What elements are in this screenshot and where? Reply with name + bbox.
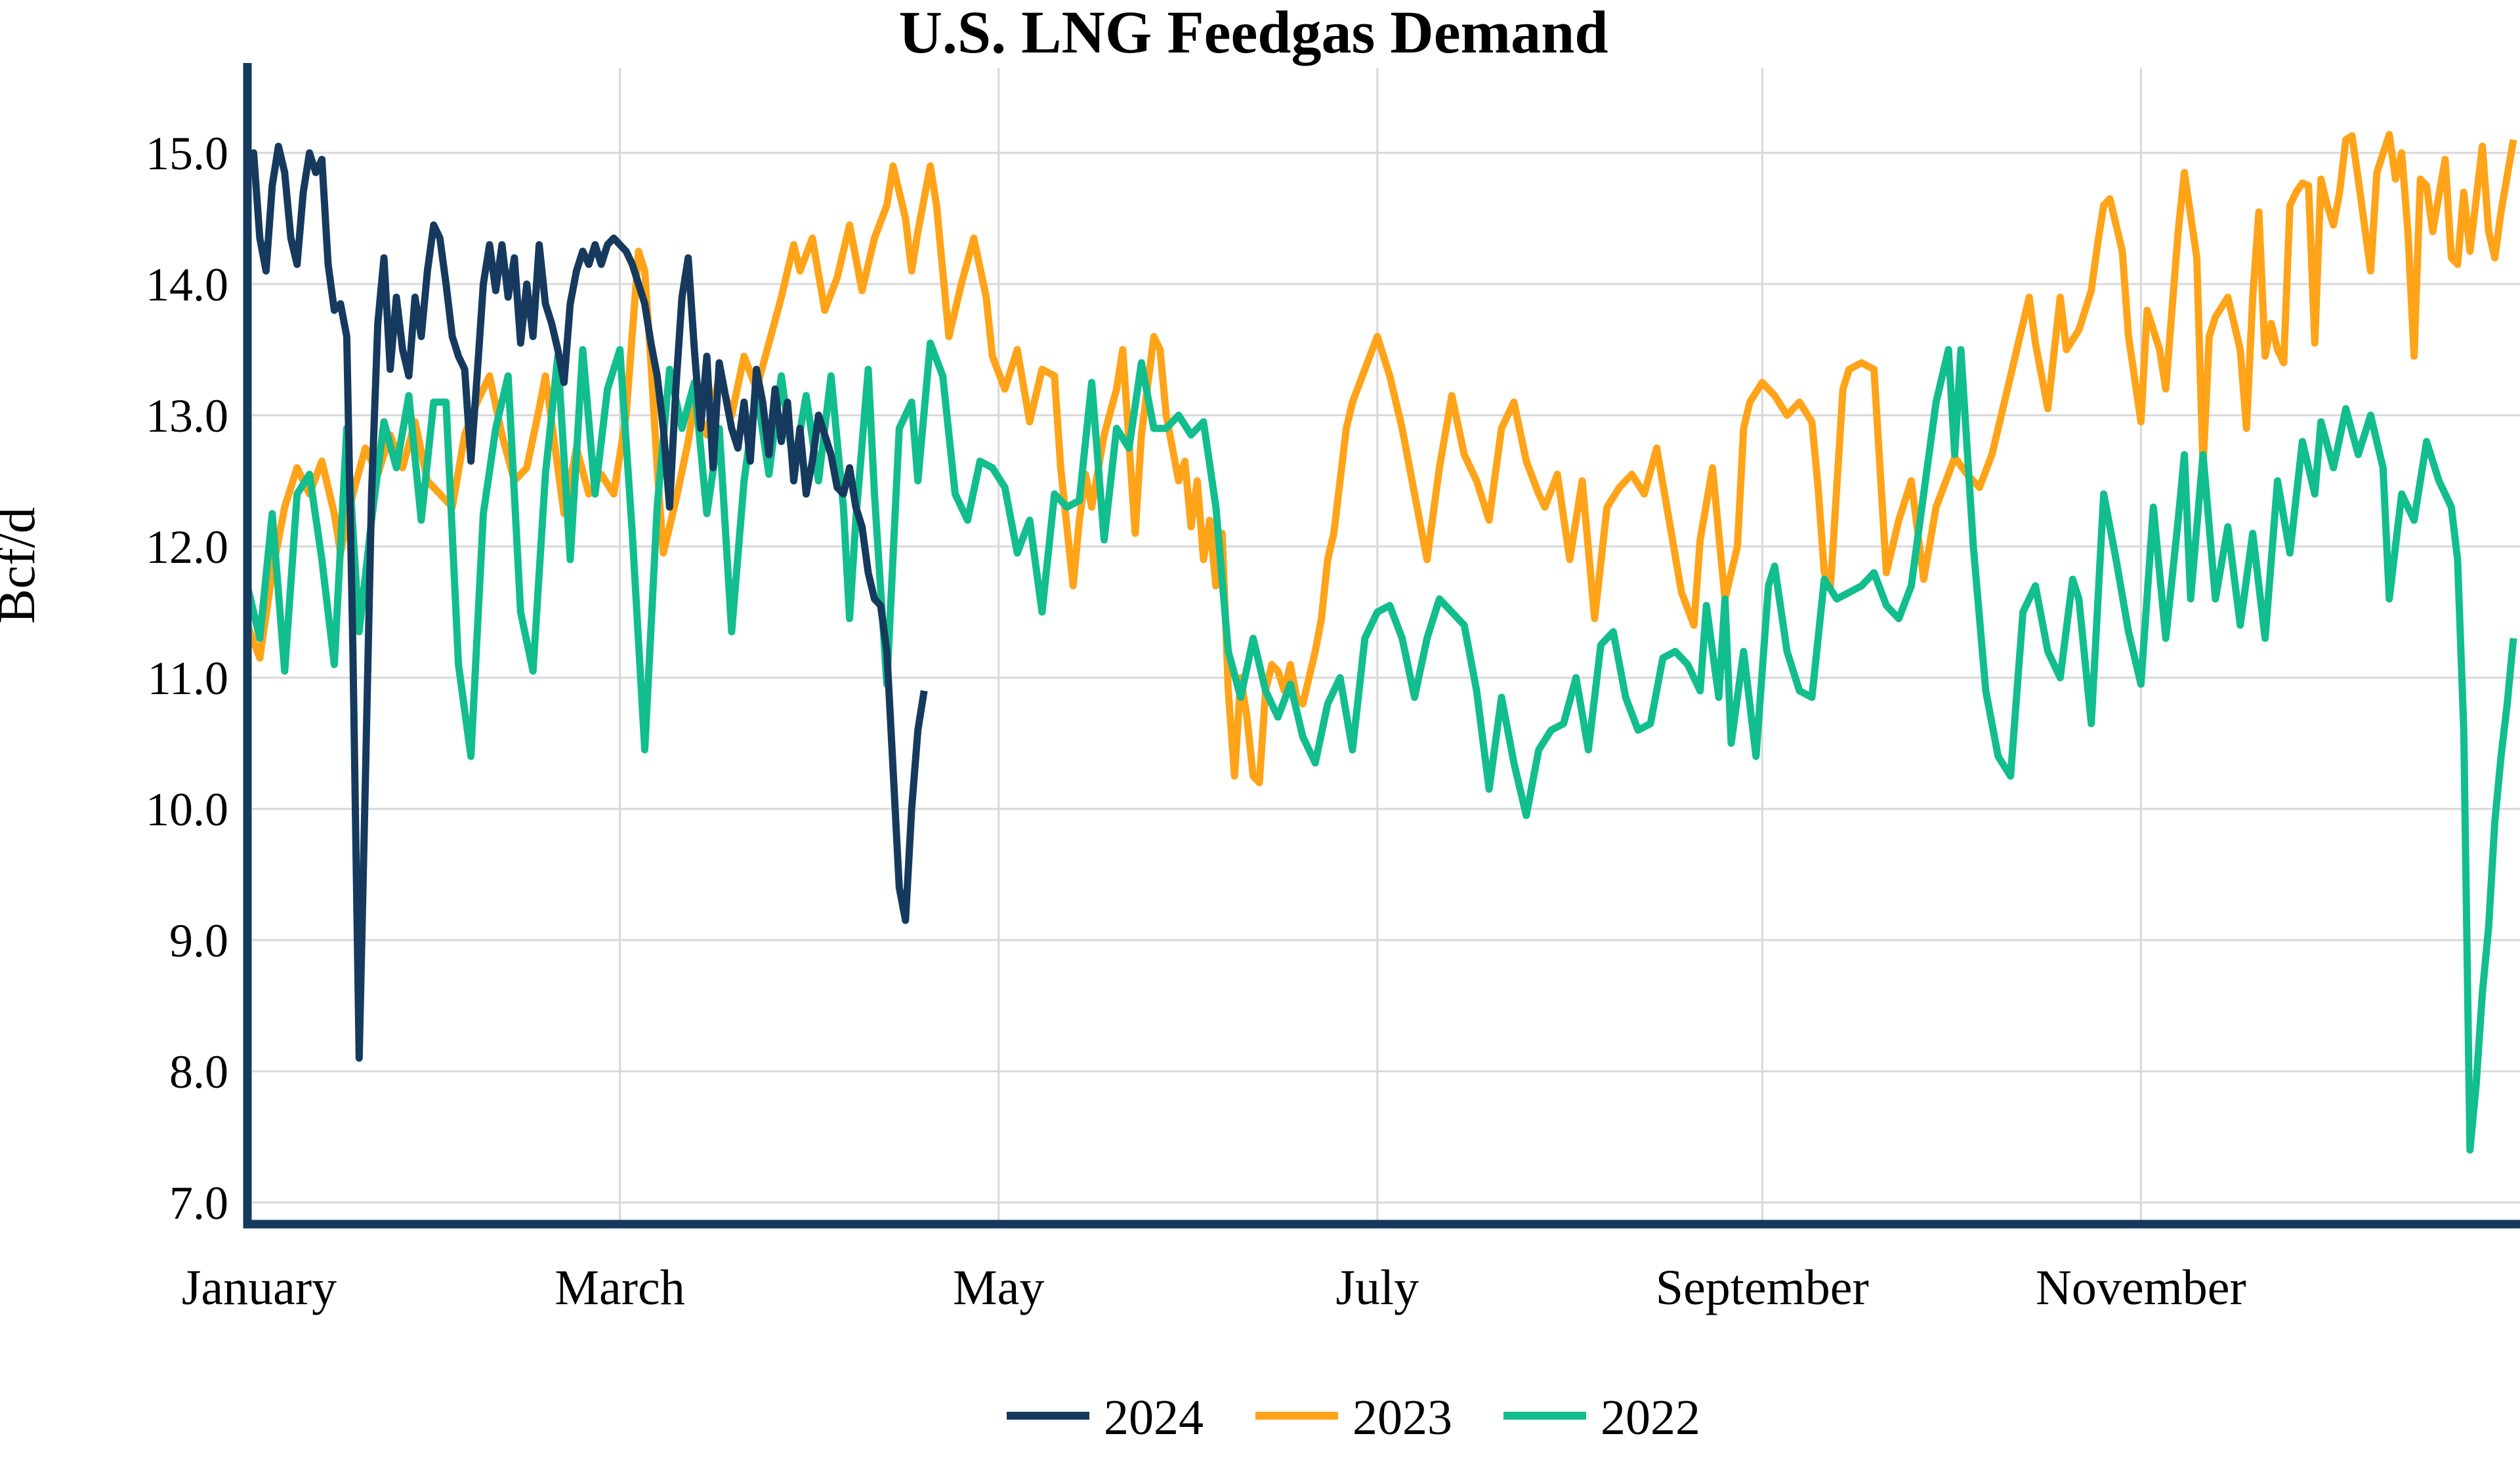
series-line-2023 xyxy=(243,131,2517,787)
x-tick-label-may: May xyxy=(953,1260,1044,1315)
legend: 2024 2023 2022 xyxy=(1007,1390,1700,1445)
series-lines xyxy=(243,131,2517,1154)
y-tick-label-15.0: 15.0 xyxy=(146,127,228,180)
x-tick-labels: January March May July September November xyxy=(182,1260,2246,1315)
y-tick-labels: 7.0 8.0 9.0 10.0 11.0 12.0 13.0 14.0 15.0 xyxy=(146,127,228,1229)
x-tick-label-november: November xyxy=(2036,1260,2246,1315)
grid xyxy=(247,68,2520,1224)
y-tick-label-9.0: 9.0 xyxy=(169,915,228,967)
x-tick-label-september: September xyxy=(1656,1260,1869,1315)
legend-label-2022: 2022 xyxy=(1601,1390,1700,1445)
y-tick-label-7.0: 7.0 xyxy=(169,1177,228,1229)
x-tick-label-march: March xyxy=(555,1260,684,1315)
y-tick-label-11.0: 11.0 xyxy=(148,652,228,705)
axes-spines xyxy=(243,63,2520,1229)
y-tick-label-10.0: 10.0 xyxy=(146,783,228,836)
y-tick-label-8.0: 8.0 xyxy=(169,1046,228,1098)
x-tick-label-july: July xyxy=(1335,1260,1419,1315)
y-axis-label: Bcf/d xyxy=(0,507,46,624)
y-tick-label-13.0: 13.0 xyxy=(146,390,228,442)
legend-label-2024: 2024 xyxy=(1104,1390,1204,1445)
y-tick-label-12.0: 12.0 xyxy=(146,521,228,573)
x-tick-label-january: January xyxy=(182,1260,337,1315)
legend-label-2023: 2023 xyxy=(1353,1390,1452,1445)
series-line-2024 xyxy=(244,142,928,1062)
y-tick-label-14.0: 14.0 xyxy=(146,258,228,311)
series-line-2022 xyxy=(243,339,2517,1154)
chart-title: U.S. LNG Feedgas Demand xyxy=(898,0,1608,66)
